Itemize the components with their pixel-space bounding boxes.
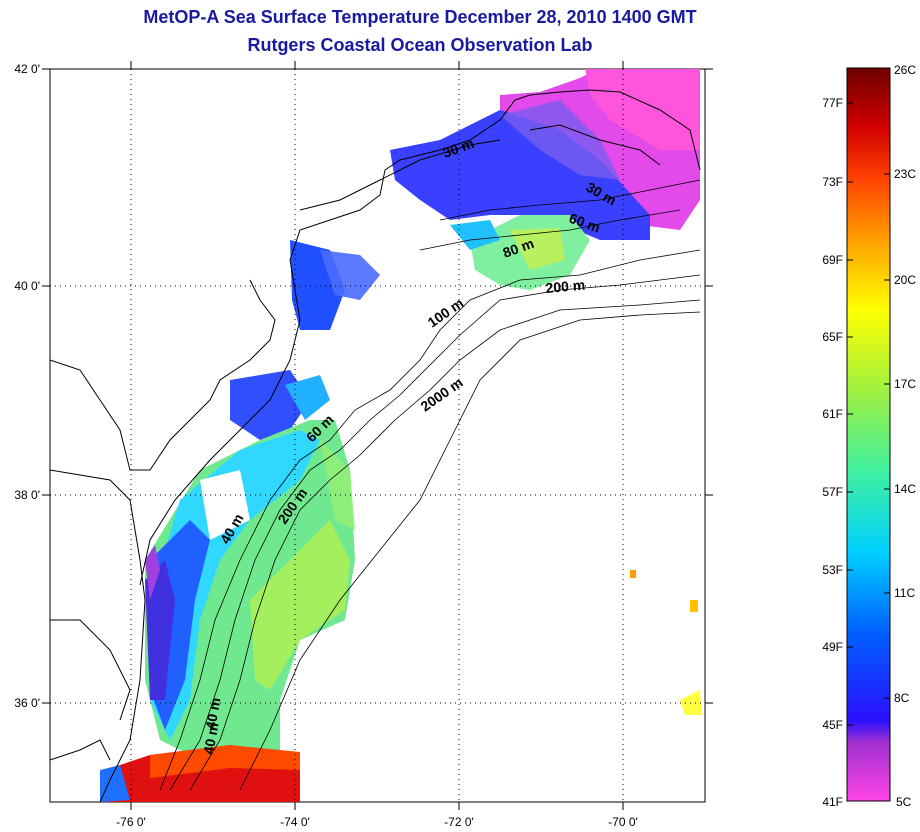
lon-tick-label: -72 0' xyxy=(444,815,474,829)
colorbar-f-label: 53F xyxy=(822,563,843,577)
colorbar-ticks xyxy=(847,67,890,802)
axis-ticks xyxy=(42,61,713,810)
lat-tick-label: 42 0' xyxy=(14,62,40,76)
lon-tick-label: -74 0' xyxy=(280,815,310,829)
lon-tick-label: -70 0' xyxy=(608,815,638,829)
coastline xyxy=(50,89,701,802)
lat-tick-label: 36 0' xyxy=(14,696,40,710)
colorbar-c-label: 14C xyxy=(894,482,916,496)
colorbar xyxy=(846,67,891,802)
map-subtitle: Rutgers Coastal Ocean Observation Lab xyxy=(247,35,593,55)
colorbar-c-label: 5C xyxy=(896,795,912,809)
colorbar-fahrenheit-labels: 77F 73F 69F 65F 61F 57F 53F 49F 45F 41F xyxy=(822,96,843,809)
sst-field xyxy=(100,69,702,802)
colorbar-f-label: 45F xyxy=(822,718,843,732)
colorbar-celsius-labels: 26C 23C 20C 17C 14C 11C 8C 5C xyxy=(894,63,916,809)
colorbar-f-label: 61F xyxy=(822,407,843,421)
colorbar-c-label: 26C xyxy=(894,63,916,77)
colorbar-f-label: 69F xyxy=(822,253,843,267)
graticule xyxy=(50,69,705,802)
colorbar-c-label: 17C xyxy=(894,377,916,391)
isobaths xyxy=(159,179,701,791)
colorbar-c-label: 8C xyxy=(894,691,910,705)
colorbar-f-label: 41F xyxy=(822,795,843,809)
colorbar-f-label: 65F xyxy=(822,330,843,344)
colorbar-f-label: 77F xyxy=(822,96,843,110)
colorbar-f-label: 57F xyxy=(822,485,843,499)
isobath-label: 40 m xyxy=(202,696,223,730)
colorbar-c-label: 11C xyxy=(894,586,915,600)
colorbar-f-label: 49F xyxy=(822,640,843,654)
colorbar-c-label: 23C xyxy=(894,167,916,181)
lon-tick-label: -76 0' xyxy=(116,815,146,829)
colorbar-f-label: 73F xyxy=(822,175,843,189)
lat-tick-label: 38 0' xyxy=(14,488,40,502)
colorbar-c-label: 20C xyxy=(894,273,916,287)
isobath-label: 40 m xyxy=(200,721,221,755)
map-title: MetOP-A Sea Surface Temperature December… xyxy=(143,7,697,27)
lon-tick-labels: -76 0' -74 0' -72 0' -70 0' xyxy=(116,815,638,829)
lat-tick-labels: 42 0' 40 0' 38 0' 36 0' xyxy=(14,62,40,710)
lat-tick-label: 40 0' xyxy=(14,279,40,293)
